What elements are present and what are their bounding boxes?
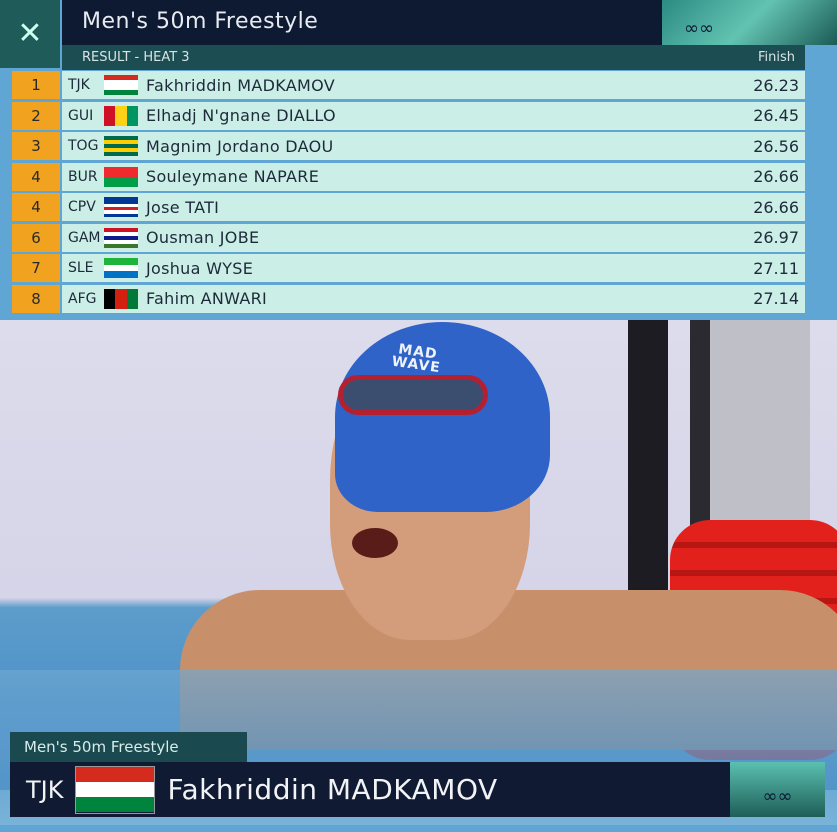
olympic-rings-icon: ∞∞ bbox=[684, 18, 714, 39]
flag-icon bbox=[104, 166, 138, 187]
flag-icon bbox=[104, 258, 138, 278]
result-cell: CPV Jose TATI 26.66 bbox=[62, 193, 805, 221]
result-row: 6 GAM Ousman JOBE 26.97 bbox=[12, 223, 805, 252]
pool-photo: MAD WAVE bbox=[0, 320, 837, 825]
finish-time: 26.23 bbox=[753, 75, 799, 95]
athlete-name: Joshua WYSE bbox=[146, 258, 254, 278]
country-code: AFG bbox=[68, 290, 97, 307]
athlete-name: Ousman JOBE bbox=[146, 228, 260, 247]
finish-time: 26.66 bbox=[753, 167, 799, 186]
lower-third-event: Men's 50m Freestyle bbox=[10, 732, 247, 762]
country-code: TOG bbox=[68, 138, 99, 154]
country-code: GUI bbox=[68, 107, 94, 124]
rank: 4 bbox=[12, 193, 60, 221]
result-row: 4 CPV Jose TATI 26.66 bbox=[12, 193, 805, 221]
olympic-rings-icon: ∞∞ bbox=[730, 762, 825, 817]
result-row: 8 AFG Fahim ANWARI 27.14 bbox=[12, 284, 805, 313]
finish-time: 26.97 bbox=[753, 228, 799, 247]
flag-icon bbox=[104, 105, 138, 126]
rank: 1 bbox=[12, 71, 60, 99]
result-row: 1 TJK Fakhriddin MADKAMOV 26.23 bbox=[12, 71, 805, 99]
result-row: 3 TOG Magnim Jordano DAOU 26.56 bbox=[12, 132, 805, 160]
result-cell: TOG Magnim Jordano DAOU 26.56 bbox=[62, 132, 805, 160]
finish-time: 26.45 bbox=[753, 106, 799, 125]
swimmer-mouth bbox=[352, 528, 398, 558]
flag-icon bbox=[104, 227, 138, 248]
flag-icon bbox=[75, 765, 156, 814]
result-cell: SLE Joshua WYSE 27.11 bbox=[62, 254, 805, 282]
country-code: CPV bbox=[68, 199, 96, 215]
result-subheader: RESULT - HEAT 3 Finish bbox=[62, 45, 805, 70]
finish-label: Finish bbox=[757, 50, 795, 65]
athlete-name: Fahim ANWARI bbox=[146, 289, 268, 308]
result-row: 2 GUI Elhadj N'gnane DIALLO 26.45 bbox=[12, 101, 805, 130]
rank: 8 bbox=[12, 284, 60, 313]
result-cell: GUI Elhadj N'gnane DIALLO 26.45 bbox=[62, 101, 805, 130]
athlete-name: Jose TATI bbox=[146, 197, 220, 217]
goggles bbox=[338, 375, 488, 415]
finish-time: 26.56 bbox=[753, 136, 799, 156]
country-code: TJK bbox=[68, 77, 90, 93]
finish-time: 27.11 bbox=[753, 258, 799, 278]
athlete-name: Fakhriddin MADKAMOV bbox=[167, 773, 498, 806]
result-cell: BUR Souleymane NAPARE 26.66 bbox=[62, 162, 805, 191]
finish-time: 26.66 bbox=[753, 197, 799, 217]
result-cell: AFG Fahim ANWARI 27.14 bbox=[62, 284, 805, 313]
event-title: Men's 50m Freestyle bbox=[62, 0, 662, 45]
header-decoration: ∞∞ bbox=[662, 0, 837, 45]
result-row: 7 SLE Joshua WYSE 27.11 bbox=[12, 254, 805, 282]
rank: 3 bbox=[12, 132, 60, 160]
flag-icon bbox=[104, 136, 138, 156]
flag-icon bbox=[104, 75, 138, 95]
athlete-name: Magnim Jordano DAOU bbox=[146, 136, 334, 156]
country-code: TJK bbox=[26, 775, 64, 804]
result-cell: TJK Fakhriddin MADKAMOV 26.23 bbox=[62, 71, 805, 99]
pool-wall bbox=[628, 320, 668, 610]
lower-third: TJK Fakhriddin MADKAMOV ∞∞ bbox=[10, 762, 825, 817]
athlete-name: Souleymane NAPARE bbox=[146, 167, 320, 186]
heat-label: RESULT - HEAT 3 bbox=[82, 50, 190, 65]
flag-icon bbox=[104, 288, 138, 309]
country-code: GAM bbox=[68, 229, 101, 246]
country-code: BUR bbox=[68, 168, 98, 185]
athlete-name: Elhadj N'gnane DIALLO bbox=[146, 106, 336, 125]
finish-time: 27.14 bbox=[753, 289, 799, 308]
games-logo: ✕ bbox=[0, 0, 60, 68]
flag-icon bbox=[104, 197, 138, 217]
result-cell: GAM Ousman JOBE 26.97 bbox=[62, 223, 805, 252]
rank: 6 bbox=[12, 223, 60, 252]
rank: 4 bbox=[12, 162, 60, 191]
athlete-name: Fakhriddin MADKAMOV bbox=[146, 75, 335, 95]
result-row: 4 BUR Souleymane NAPARE 26.66 bbox=[12, 162, 805, 191]
swim-cap bbox=[335, 322, 550, 512]
rank: 7 bbox=[12, 254, 60, 282]
rank: 2 bbox=[12, 101, 60, 130]
country-code: SLE bbox=[68, 260, 94, 276]
